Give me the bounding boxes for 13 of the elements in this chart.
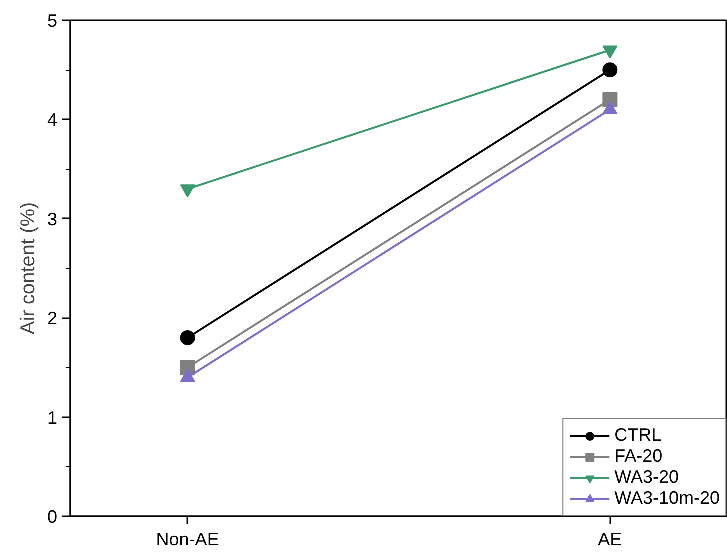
y-tick-label: 2 — [47, 308, 58, 329]
legend-label: CTRL — [614, 425, 662, 446]
x-tick-label: AE — [598, 530, 622, 550]
y-tick-label: 4 — [47, 110, 58, 130]
y-tick-label: 0 — [47, 507, 58, 527]
legend-label: WA3-10m-20 — [614, 488, 720, 509]
y-tick-label: 5 — [47, 11, 58, 31]
y-tick-label: 1 — [47, 408, 58, 428]
legend-label: WA3-20 — [614, 467, 679, 488]
legend-label: FA-20 — [614, 446, 663, 467]
y-tick-label: 3 — [47, 209, 58, 230]
y-axis-title: Air content (%) — [17, 202, 40, 335]
x-tick-label: Non-AE — [156, 530, 220, 550]
